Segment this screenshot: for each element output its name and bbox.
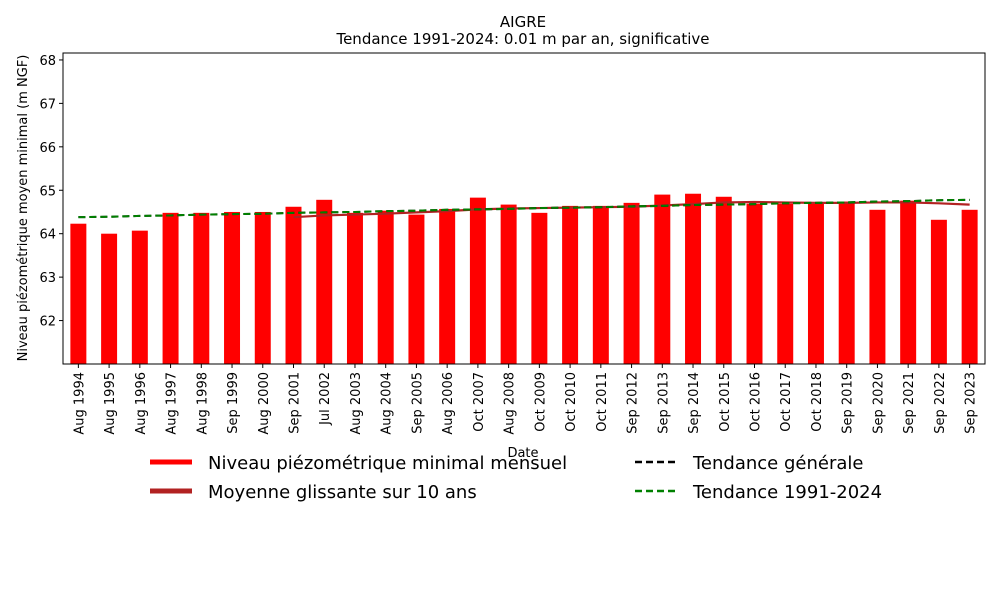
x-tick-label: Sep 2022 <box>933 372 948 434</box>
x-axis-label: Date <box>507 446 538 461</box>
bar <box>900 200 917 364</box>
x-tick-label: Aug 1995 <box>103 372 118 435</box>
legend-label: Tendance générale <box>692 453 863 474</box>
x-tick-label: Sep 2005 <box>410 372 425 434</box>
x-tick-label: Sep 2020 <box>871 372 886 434</box>
plot-frame <box>62 52 986 365</box>
bar <box>838 201 855 364</box>
y-tick-label: 63 <box>39 271 56 286</box>
y-tick-label: 67 <box>39 97 56 112</box>
x-tick-label: Aug 2008 <box>503 372 518 435</box>
x-tick-label: Aug 2003 <box>349 372 364 435</box>
x-tick-label: Jul 2002 <box>318 372 333 426</box>
bar <box>439 208 456 364</box>
bar <box>254 211 271 364</box>
x-tick-label: Aug 2006 <box>441 372 456 435</box>
bar <box>777 203 794 364</box>
x-tick-label: Oct 2018 <box>810 372 825 432</box>
x-tick-label: Sep 2001 <box>288 372 303 434</box>
x-tick-label: Oct 2017 <box>779 372 794 432</box>
legend-label: Tendance 1991-2024 <box>692 482 882 503</box>
x-tick-label: Aug 2000 <box>257 372 272 435</box>
bar <box>377 210 394 364</box>
bar <box>654 194 671 364</box>
bar <box>562 205 579 364</box>
bar <box>685 193 702 364</box>
x-tick-label: Aug 1994 <box>72 372 87 435</box>
bar <box>930 219 947 364</box>
bar <box>807 203 824 364</box>
x-tick-label: Oct 2016 <box>749 372 764 432</box>
chart-title: AIGRE <box>500 13 546 31</box>
bar <box>193 212 210 364</box>
x-tick-label: Sep 2012 <box>626 372 641 434</box>
x-tick-label: Oct 2007 <box>472 372 487 432</box>
chart-subtitle: Tendance 1991-2024: 0.01 m par an, signi… <box>335 30 709 48</box>
legend-label: Moyenne glissante sur 10 ans <box>208 482 477 503</box>
y-tick-label: 65 <box>39 184 56 199</box>
bar <box>101 233 118 364</box>
x-tick-label: Sep 2019 <box>841 372 856 434</box>
y-tick-label: 62 <box>39 315 56 330</box>
y-tick-label: 64 <box>39 228 56 243</box>
x-tick-label: Oct 2015 <box>718 372 733 432</box>
bar <box>131 230 148 364</box>
trend-line <box>78 198 970 219</box>
bar <box>162 212 179 364</box>
x-tick-label: Sep 2021 <box>902 372 917 434</box>
bar <box>346 212 363 364</box>
x-tick-label: Sep 2014 <box>687 372 702 434</box>
x-tick-label: Sep 2013 <box>656 372 671 434</box>
bar <box>531 212 548 364</box>
x-tick-label: Aug 1998 <box>195 372 210 435</box>
x-tick-label: Aug 1996 <box>134 372 149 435</box>
legend: Niveau piézométrique minimal mensuel Moye… <box>150 453 882 503</box>
x-tick-label: Sep 2023 <box>964 372 979 434</box>
bar <box>961 209 978 364</box>
bar <box>70 223 87 364</box>
bar <box>224 211 241 364</box>
x-tick-label: Oct 2010 <box>564 372 579 432</box>
y-tick-label: 68 <box>39 54 56 69</box>
x-tick-label: Sep 1999 <box>226 372 241 434</box>
bar <box>316 199 333 364</box>
bar <box>715 196 732 364</box>
bar <box>592 205 609 364</box>
x-tick-label: Oct 2009 <box>533 372 548 432</box>
y-axis-label: Niveau piézométrique moyen minimal (m NG… <box>16 55 31 362</box>
y-tick-label: 66 <box>39 141 56 156</box>
bar <box>469 197 486 364</box>
x-tick-label: Oct 2011 <box>595 372 610 432</box>
bar <box>746 203 763 364</box>
bar <box>869 209 886 364</box>
bar <box>408 214 425 364</box>
bar <box>623 202 640 364</box>
bar <box>285 206 302 364</box>
bar <box>500 204 517 364</box>
x-tick-label: Aug 1997 <box>165 372 180 435</box>
x-tick-label: Aug 2004 <box>380 372 395 435</box>
legend-label: Niveau piézométrique minimal mensuel <box>208 453 567 474</box>
